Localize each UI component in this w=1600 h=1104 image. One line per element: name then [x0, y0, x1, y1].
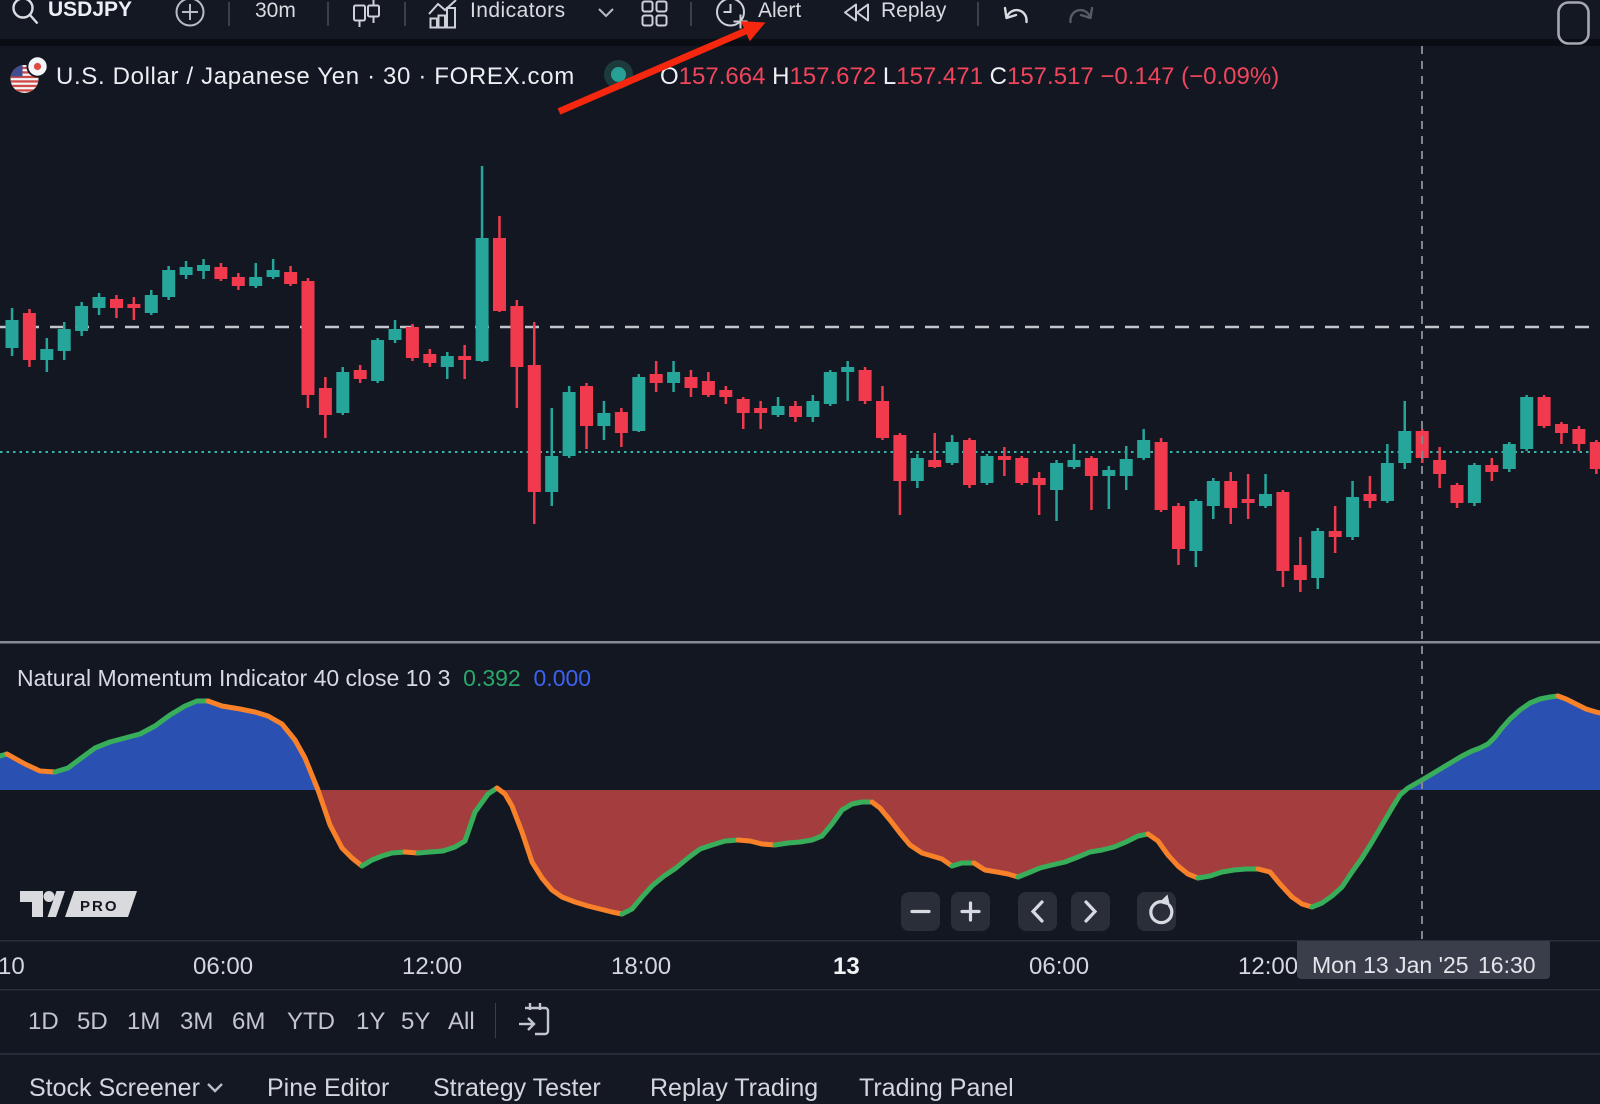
- svg-text:PRO: PRO: [80, 898, 119, 915]
